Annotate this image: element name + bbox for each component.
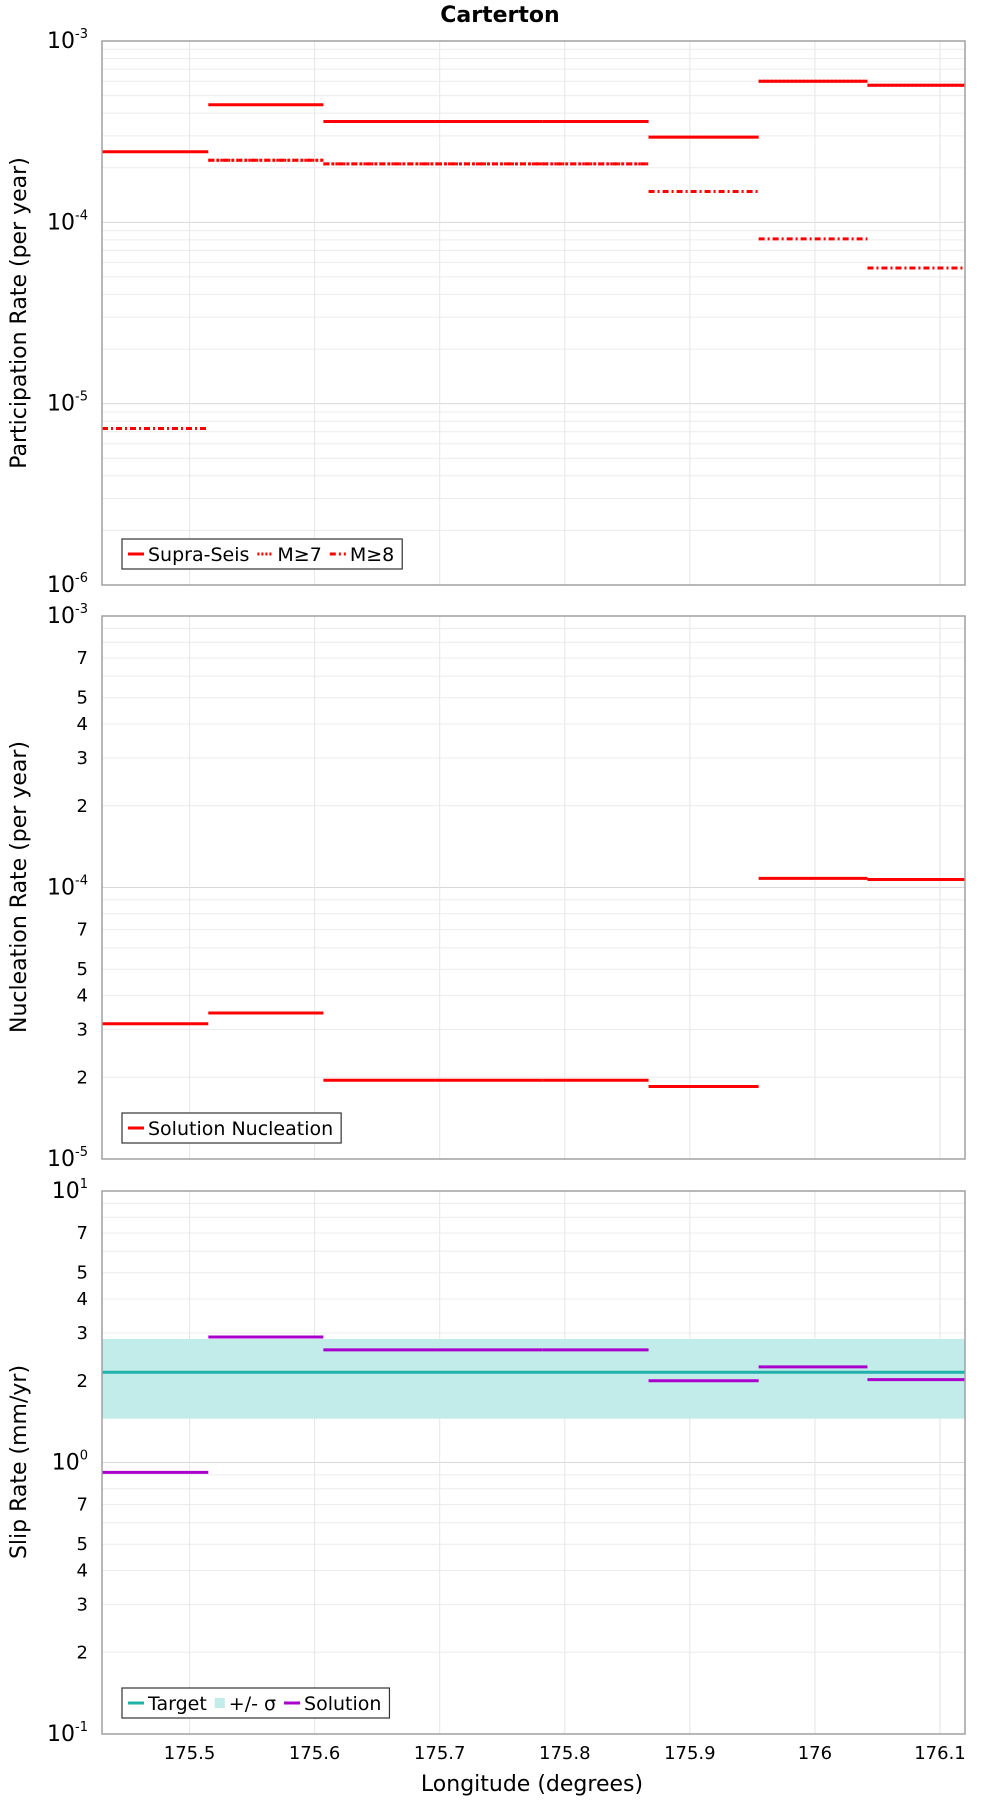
y-tick-label-major: 10-3 [47,602,88,629]
y-tick-label-minor: 4 [77,1289,88,1310]
tick-base: 10 [47,573,75,598]
y-tick-label-minor: 7 [77,1223,88,1244]
tick-base: 10 [47,1147,75,1172]
legend-label: M≥7 [277,544,321,566]
legend-label: M≥8 [350,544,394,566]
y-axis-label-nucleation: Nucleation Rate (per year) [7,741,32,1033]
plot-frame [101,615,966,1160]
tick-exponent: -4 [75,874,88,889]
y-tick-label-minor: 4 [77,714,88,735]
tick-exponent: 0 [80,1449,88,1464]
x-tick-label: 175.6 [289,1743,341,1764]
y-tick-label-major: 10-3 [47,27,88,54]
y-tick-label-major: 10-4 [47,874,88,901]
y-tick-label-major: 10-4 [47,208,88,235]
y-tick-label-minor: 7 [77,648,88,669]
plot-area [102,41,965,585]
tick-base: 10 [52,1179,80,1204]
legend-label: Supra-Seis [148,544,249,566]
x-tick-label: 175.9 [664,1743,716,1764]
chart-title: Carterton [440,3,559,28]
y-tick-label-minor: 5 [77,688,88,709]
y-tick-label-minor: 2 [77,1371,88,1392]
y-tick-label-minor: 5 [77,1263,88,1284]
legend-label: Solution Nucleation [148,1118,333,1140]
y-tick-label-major: 10-1 [47,1720,88,1747]
tick-exponent: 1 [80,1177,88,1192]
y-tick-label-minor: 2 [77,1067,88,1088]
tick-base: 10 [47,1722,75,1747]
y-tick-label-major: 100 [52,1449,88,1476]
y-axis-label-participation: Participation Rate (per year) [7,157,32,469]
x-tick-label: 175.5 [164,1743,216,1764]
plot-frame [101,1190,966,1735]
y-tick-label-minor: 3 [77,1019,88,1040]
y-axis-label-slip-rate: Slip Rate (mm/yr) [7,1365,32,1559]
tick-base: 10 [47,604,75,629]
y-tick-label-minor: 3 [77,1323,88,1344]
tick-exponent: -3 [75,27,88,42]
x-tick-label: 175.7 [414,1743,466,1764]
legend: Solution Nucleation [121,1112,342,1144]
legend: Supra-Seis M≥7 M≥8 [121,538,403,570]
y-tick-label-major: 10-6 [47,571,88,598]
x-tick-label: 176 [798,1743,832,1764]
legend-label: Solution [304,1693,381,1715]
tick-exponent: -4 [75,208,88,223]
tick-base: 10 [47,29,75,54]
y-tick-label-minor: 4 [77,986,88,1007]
legend: Target +/- σ Solution [121,1687,391,1719]
legend-label: +/- σ [229,1693,276,1715]
legend-label: Target [147,1693,207,1715]
y-tick-label-minor: 3 [77,748,88,769]
legend-swatch-band [214,1698,225,1708]
y-tick-label-minor: 2 [77,796,88,817]
y-tick-label-minor: 5 [77,1534,88,1555]
tick-exponent: -5 [75,1145,88,1160]
legend-box [121,1687,391,1719]
sigma-band [102,1339,965,1419]
y-tick-label-minor: 3 [77,1594,88,1615]
tick-exponent: -6 [75,571,88,586]
y-tick-label-minor: 7 [77,920,88,941]
y-tick-label-minor: 2 [77,1642,88,1663]
x-axis-label: Longitude (degrees) [421,1772,643,1797]
y-tick-label-major: 10-5 [47,390,88,417]
tick-exponent: -5 [75,390,88,405]
y-tick-label-minor: 7 [77,1495,88,1516]
y-tick-label-minor: 5 [77,959,88,980]
tick-base: 10 [47,876,75,901]
plot-frame [101,40,966,586]
y-tick-label-major: 10-5 [47,1145,88,1172]
x-tick-label: 175.8 [539,1743,591,1764]
y-tick-label-minor: 4 [77,1561,88,1582]
y-tick-label-major: 101 [52,1177,88,1204]
x-tick-label: 176.1 [914,1743,966,1764]
legend-box [121,1112,342,1144]
tick-exponent: -1 [75,1720,88,1735]
tick-base: 10 [52,1451,80,1476]
tick-exponent: -3 [75,602,88,617]
tick-base: 10 [47,392,75,417]
tick-base: 10 [47,210,75,235]
